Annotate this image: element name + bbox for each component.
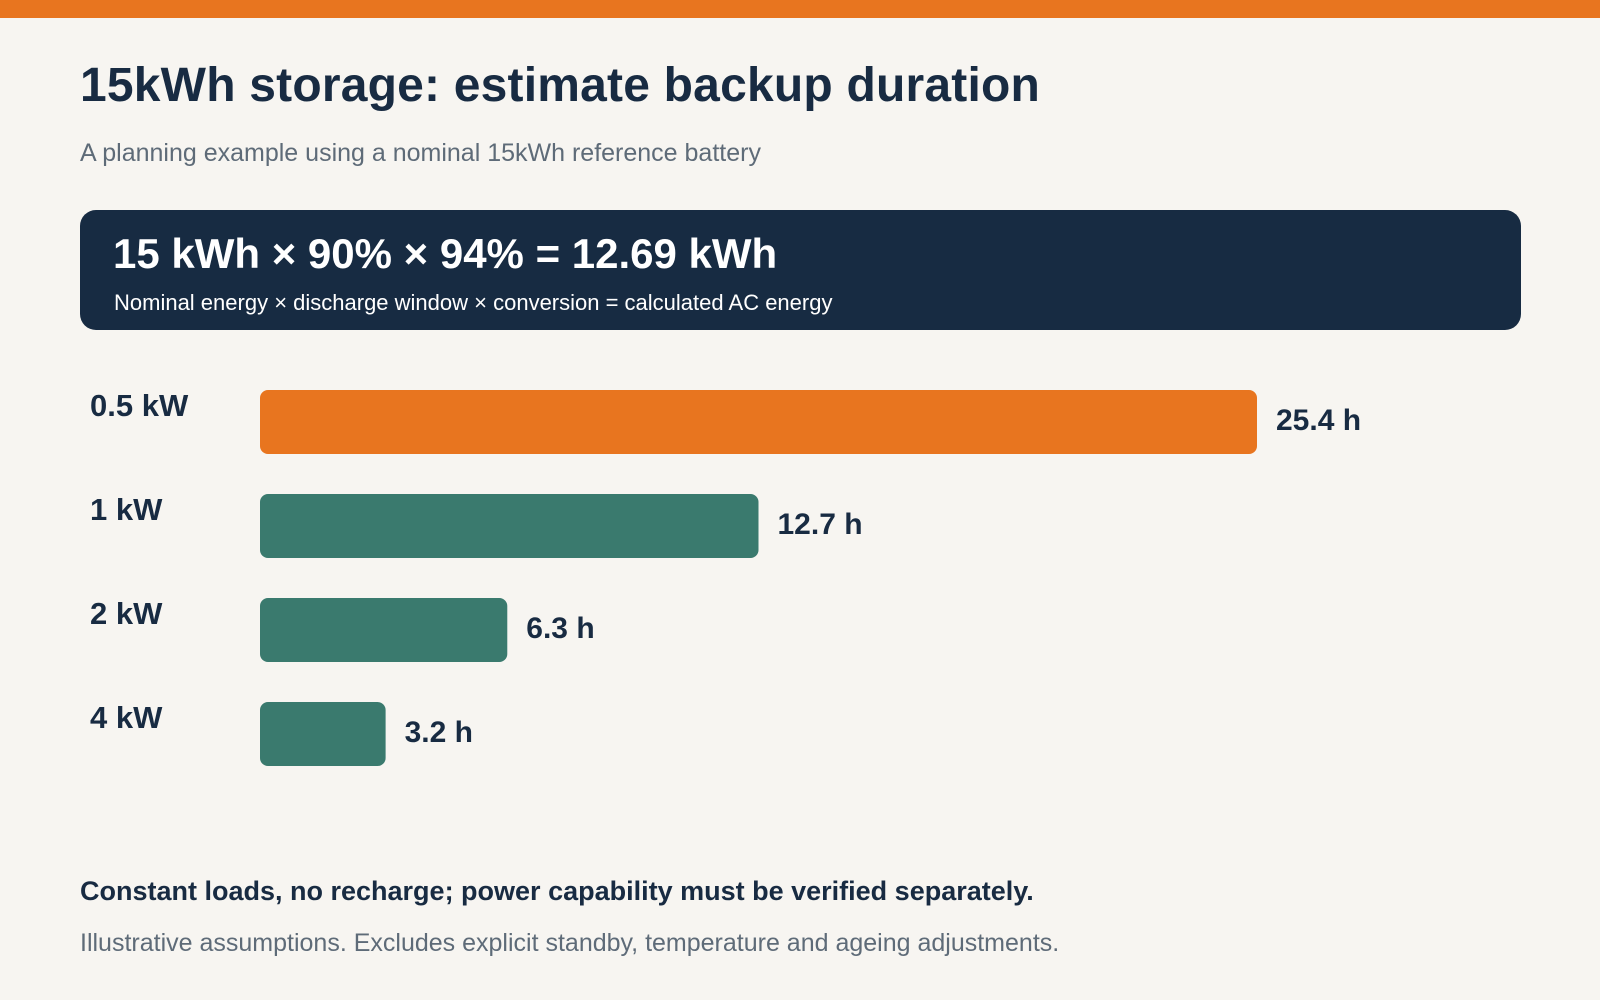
bar	[260, 390, 1257, 454]
bar-value-label: 6.3 h	[526, 612, 594, 645]
formula-equation: 15 kWh × 90% × 94% = 12.69 kWh	[113, 230, 778, 277]
bar-category-label: 1 kW	[90, 492, 163, 527]
top-accent-bar	[0, 0, 1600, 18]
bar	[260, 598, 508, 662]
bar	[260, 702, 386, 766]
backup-duration-chart: 0.5 kW 25.4 h 1 kW 12.7 h 2 kW 6.3 h 4 kW 3.2 h	[90, 388, 1361, 766]
bar-category-label: 2 kW	[90, 596, 163, 631]
assumptions-note: Illustrative assumptions. Excludes expli…	[80, 929, 1060, 957]
chart-footnote: Constant loads, no recharge; power capab…	[80, 876, 1034, 906]
page-subtitle: A planning example using a nominal 15kWh…	[80, 139, 761, 167]
bar-value-label: 25.4 h	[1276, 404, 1361, 437]
bar-value-label: 12.7 h	[778, 508, 863, 541]
formula-panel: 15 kWh × 90% × 94% = 12.69 kWh Nominal e…	[80, 210, 1521, 330]
bar-category-label: 0.5 kW	[90, 388, 189, 423]
bar-category-label: 4 kW	[90, 700, 163, 735]
bar	[260, 494, 759, 558]
page-title: 15kWh storage: estimate backup duration	[80, 59, 1041, 112]
formula-caption: Nominal energy × discharge window × conv…	[114, 290, 833, 315]
bar-value-label: 3.2 h	[405, 716, 473, 749]
